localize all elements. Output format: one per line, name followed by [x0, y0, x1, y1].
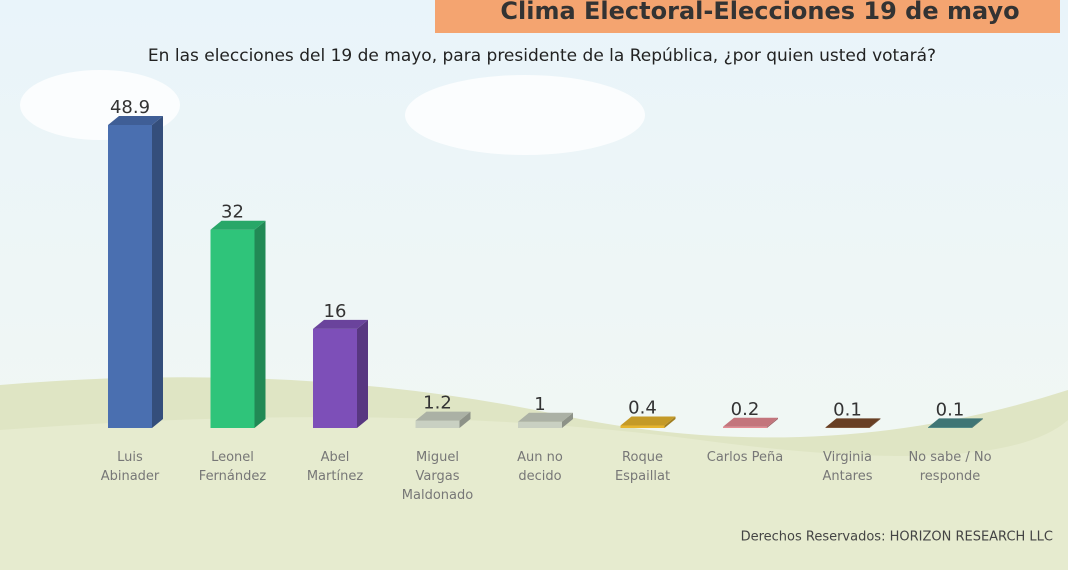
bar-side — [767, 417, 778, 428]
value-label: 0.1 — [936, 399, 965, 420]
bar-side — [357, 319, 368, 428]
bar-top — [723, 417, 778, 427]
value-label: 0.4 — [628, 398, 657, 419]
bar — [825, 427, 870, 428]
bar — [415, 420, 460, 428]
x-tick-label: Roque Espaillat — [614, 450, 671, 484]
bar-top — [518, 412, 573, 422]
bar-side — [152, 116, 163, 428]
bar-side — [972, 418, 983, 428]
x-tick-label: Carlos Peña — [706, 450, 784, 465]
bar-side — [459, 411, 471, 428]
value-label: 1 — [534, 394, 545, 415]
value-label: 1.2 — [423, 393, 452, 414]
value-label: 16 — [324, 301, 347, 322]
bar-side — [664, 416, 676, 428]
bar-top — [210, 220, 266, 230]
x-tick-label: Luis Abinader — [100, 450, 160, 484]
bar-top — [108, 116, 163, 125]
source: Derechos Reservados: HORIZON RESEARCH LL… — [741, 530, 1053, 545]
value-label: 48.9 — [110, 97, 150, 118]
bar-top — [825, 418, 881, 428]
cloud — [405, 75, 645, 155]
x-tick-label: Miguel Vargas Maldonado — [401, 450, 474, 503]
bar — [210, 229, 255, 428]
bar — [108, 125, 152, 428]
bar-top — [928, 418, 983, 428]
value-label: 32 — [221, 202, 244, 223]
bar — [723, 426, 767, 428]
bar — [928, 427, 972, 428]
bar-side — [562, 412, 573, 428]
bar-top — [415, 411, 471, 421]
bar-top — [620, 416, 676, 426]
bar-side — [869, 418, 881, 428]
bar — [518, 421, 562, 428]
title-box — [435, 0, 1060, 33]
bar-top — [313, 319, 368, 329]
x-tick-label: Virginia Antares — [822, 450, 873, 484]
bar-side — [254, 220, 266, 428]
bar — [313, 328, 357, 428]
x-tick-label: No sabe / No responde — [908, 450, 992, 484]
x-tick-label: Aun no decido — [517, 450, 563, 484]
chart-subtitle: En las elecciones del 19 de mayo, para p… — [148, 46, 936, 66]
hill — [0, 417, 1068, 570]
bar — [620, 425, 665, 428]
x-tick-label: Abel Martínez — [306, 450, 364, 484]
x-tick-label: Leonel Fernández — [198, 450, 267, 484]
value-label: 0.1 — [833, 399, 862, 420]
chart-title: Clima Electoral-Elecciones 19 de mayo — [500, 0, 1019, 25]
value-label: 0.2 — [731, 399, 760, 420]
